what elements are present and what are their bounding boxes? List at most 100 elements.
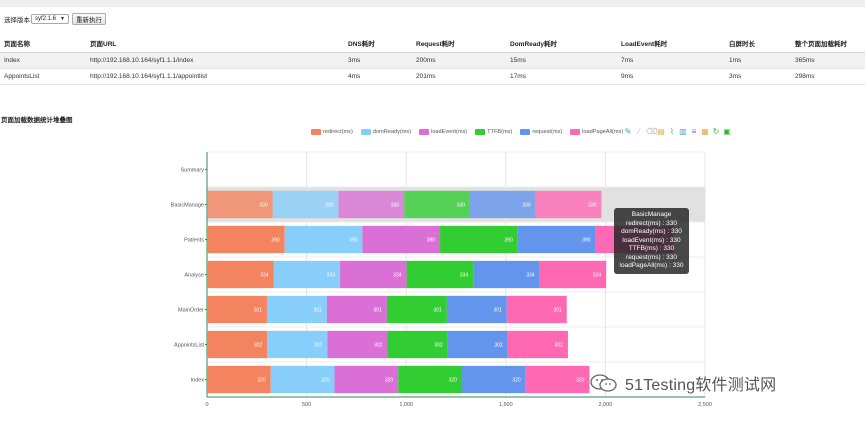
data-label: 320 xyxy=(512,378,521,384)
table-cell: 4ms xyxy=(348,73,361,80)
data-label: 320 xyxy=(257,378,266,384)
data-label: 301 xyxy=(553,308,562,314)
legend-swatch xyxy=(520,128,531,135)
category-label: Analyse xyxy=(184,273,204,279)
bar-segment xyxy=(539,260,607,289)
data-label: 302 xyxy=(374,343,383,349)
bar-segment xyxy=(207,295,267,324)
rerun-button[interactable]: 重新执行 xyxy=(71,13,106,25)
column-header: DNS耗时 xyxy=(348,41,375,48)
data-view-icon[interactable]: ▤ xyxy=(657,127,665,136)
mark-undo-icon[interactable]: ⁄ xyxy=(638,127,640,136)
stack-icon[interactable]: ≡ xyxy=(691,127,697,136)
bar-segment xyxy=(386,295,447,324)
chart-legend: redirect(ms) domReady(ms) loadEvent(ms) … xyxy=(311,127,631,136)
bar-segment xyxy=(447,330,508,359)
tooltip-line: request(ms) : 330 xyxy=(626,253,677,261)
mark-icon[interactable]: ✎ xyxy=(624,127,632,136)
data-label: 320 xyxy=(576,378,585,384)
bar-chart-icon[interactable]: ▥ xyxy=(679,127,687,136)
chart-toolbox: ✎ ⁄ ⌫ ▤ ⌇ ▥ ≡ ▦ ↻ ▣ xyxy=(624,127,734,137)
legend-item[interactable]: loadPageAll(ms) xyxy=(570,128,623,135)
bar-segment xyxy=(334,365,399,394)
bar-segment xyxy=(266,295,327,324)
top-bar xyxy=(0,0,865,7)
data-label: 390 xyxy=(349,238,358,244)
table-cell: 298ms xyxy=(795,73,815,80)
data-label: 320 xyxy=(385,378,394,384)
bar-segment xyxy=(517,225,596,254)
data-label: 390 xyxy=(582,238,591,244)
category-label: Patients xyxy=(184,238,204,244)
legend-label: domReady(ms) xyxy=(372,128,412,135)
data-label: 390 xyxy=(504,238,513,244)
data-label: 330 xyxy=(325,203,334,209)
legend-item[interactable]: request(ms) xyxy=(520,128,563,135)
column-header: 整个页面加载耗时 xyxy=(795,41,847,48)
bar-segment xyxy=(506,295,567,324)
data-label: 301 xyxy=(433,308,442,314)
bar-segment xyxy=(207,225,285,254)
x-tick-label: 0 xyxy=(205,402,208,408)
bar-segment xyxy=(207,330,268,359)
table-header-row: 页面名称 页面URL DNS耗时 Request耗时 DomReady耗时 Lo… xyxy=(0,37,865,53)
column-header: 白屏时长 xyxy=(729,41,755,48)
chart-tooltip: BasicManage redirect(ms) : 330 domReady(… xyxy=(614,208,689,274)
save-image-icon[interactable]: ▣ xyxy=(723,127,731,136)
data-label: 320 xyxy=(321,378,330,384)
data-label: 302 xyxy=(494,343,503,349)
data-label: 330 xyxy=(391,203,400,209)
watermark-text: 51Testing软件测试网 xyxy=(625,377,777,394)
data-label: 334 xyxy=(393,273,402,279)
table-cell: 3ms xyxy=(729,73,742,80)
bar-segment xyxy=(440,225,518,254)
column-header: Request耗时 xyxy=(416,41,455,48)
mark-clear-icon[interactable]: ⌫ xyxy=(646,127,658,136)
line-chart-icon[interactable]: ⌇ xyxy=(670,127,674,136)
data-label: 302 xyxy=(555,343,564,349)
legend-item[interactable]: loadEvent(ms) xyxy=(419,128,468,135)
table-cell: http://192.168.10.164/syf1.1.1/index xyxy=(90,57,194,64)
legend-label: TTFB(ms) xyxy=(487,128,513,135)
tooltip-line: BasicManage xyxy=(631,211,672,218)
category-label: Index xyxy=(191,378,205,384)
category-label: BasicManage xyxy=(171,203,204,209)
legend-label: redirect(ms) xyxy=(323,128,353,135)
table-cell: 201ms xyxy=(416,73,436,80)
x-tick-label: 1,500 xyxy=(499,402,513,408)
bar-segment xyxy=(273,260,341,289)
category-label: AppointsList xyxy=(174,343,204,349)
data-label: 330 xyxy=(457,203,466,209)
bar-segment xyxy=(406,260,474,289)
column-header: LoadEvent耗时 xyxy=(621,41,668,48)
table-row: Index http://192.168.10.164/syf1.1.1/ind… xyxy=(0,53,865,69)
column-header: 页面名称 xyxy=(4,41,30,48)
table-row: AppointsList http://192.168.10.164/syf1.… xyxy=(0,69,865,85)
page-timing-table: 页面名称 页面URL DNS耗时 Request耗时 DomReady耗时 Lo… xyxy=(0,37,865,85)
legend-item[interactable]: domReady(ms) xyxy=(360,128,412,135)
bar-segment xyxy=(207,260,274,289)
data-label: 301 xyxy=(493,308,502,314)
data-label: 320 xyxy=(449,378,458,384)
bar-segment xyxy=(207,190,273,219)
tooltip-line: loadEvent(ms) : 330 xyxy=(622,236,681,244)
bar-segment xyxy=(284,225,363,254)
version-select[interactable]: syf2.1.6 ▼ xyxy=(31,14,69,24)
bar-segment xyxy=(446,295,507,324)
data-label: 330 xyxy=(259,203,268,209)
legend-swatch xyxy=(360,128,371,135)
data-label: 334 xyxy=(593,273,602,279)
bar-segment xyxy=(270,365,335,394)
category-label: Summary xyxy=(180,168,204,174)
data-label: 390 xyxy=(271,238,280,244)
restore-icon[interactable]: ↻ xyxy=(712,127,720,136)
data-label: 302 xyxy=(314,343,323,349)
legend-item[interactable]: redirect(ms) xyxy=(311,128,353,135)
legend-label: request(ms) xyxy=(532,128,563,135)
table-cell: 9ms xyxy=(621,73,634,80)
legend-item[interactable]: TTFB(ms) xyxy=(475,128,513,135)
data-label: 334 xyxy=(460,273,469,279)
table-cell: 3ms xyxy=(348,57,361,64)
legend-label: loadEvent(ms) xyxy=(431,128,468,135)
tiled-icon[interactable]: ▦ xyxy=(701,127,709,136)
